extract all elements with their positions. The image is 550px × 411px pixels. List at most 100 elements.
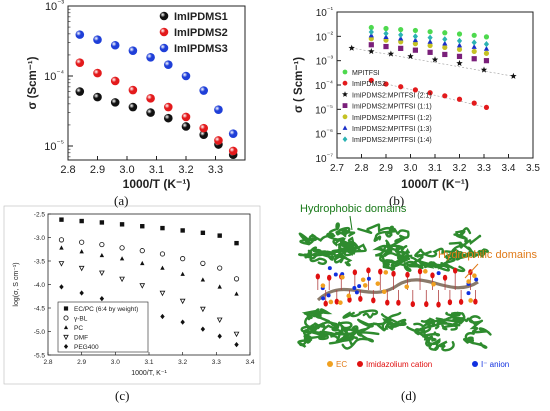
legend-label: ImIPDMS2:MPITFSI (1:2) <box>352 115 432 122</box>
data-point <box>442 93 448 99</box>
imidazolium-cation <box>334 298 339 305</box>
data-point <box>93 35 102 45</box>
data-point <box>110 98 120 107</box>
legend-marker <box>63 325 69 330</box>
iodide-anion <box>333 272 338 277</box>
hydrophilic-label: Hydrophilic domains <box>438 249 538 261</box>
panel-label-c: (c) <box>115 388 130 403</box>
data-point <box>180 228 185 233</box>
panel-label-d: (d) <box>401 388 417 403</box>
hydrophobic-chain <box>298 246 323 259</box>
data-point <box>442 40 448 46</box>
data-point <box>456 37 463 45</box>
data-point <box>59 245 64 250</box>
data-point <box>348 44 355 51</box>
imidazolium-cation <box>385 299 390 306</box>
data-point <box>214 136 223 145</box>
iodide-anion <box>474 277 479 282</box>
hydrophobic-chain <box>445 311 466 320</box>
data-point <box>199 130 208 140</box>
x-tick-label: 3.0 <box>119 164 134 176</box>
legend-marker <box>342 91 348 97</box>
x-tick-label: 2.8 <box>43 359 52 366</box>
data-point <box>398 45 404 51</box>
x-tick-label: 3.1 <box>144 359 153 366</box>
data-point <box>128 46 138 55</box>
iodide-anion <box>354 290 359 295</box>
imidazolium-cation <box>430 272 435 279</box>
y-tick-label: -3.5 <box>34 259 46 266</box>
imidazolium-cation <box>358 295 363 302</box>
x-tick-label: 2.7 <box>330 163 344 174</box>
imidazolium-cation <box>378 268 383 275</box>
legend-marker <box>159 43 169 53</box>
data-point <box>471 56 477 62</box>
data-point <box>387 50 395 57</box>
hydrophobic-chain <box>413 317 440 330</box>
data-point <box>75 87 85 96</box>
y-tick-label: 10⁻⁴ <box>315 78 333 92</box>
data-point <box>59 217 64 222</box>
data-point <box>228 146 238 156</box>
hydrophobic-domain-bottom <box>297 308 492 352</box>
data-point <box>217 284 222 289</box>
hydrophobic-chain <box>428 340 455 352</box>
x-tick-label: 3.2 <box>453 163 467 174</box>
hydrophobic-chain <box>430 256 456 272</box>
chart-b: 2.7 2.8 2.9 3.0 3.1 3.2 3.3 3.4 3.510⁻⁷10⁻⁶10⁻⁵1… <box>293 5 540 191</box>
x-axis-label: 1000/T, K⁻¹ <box>131 370 167 377</box>
y-axis-label: σ (Scm⁻¹) <box>27 56 39 109</box>
y-tick-label: 10⁻⁵ <box>315 102 333 116</box>
x-tick-label: 3.4 <box>502 163 516 174</box>
data-point <box>368 77 374 83</box>
hydrophobic-chain <box>301 308 333 320</box>
data-point <box>427 29 433 35</box>
data-point <box>181 112 191 122</box>
data-point <box>128 102 138 112</box>
data-point <box>427 49 433 55</box>
x-tick-label: 2.9 <box>77 359 86 366</box>
imidazolium-cation <box>410 301 415 308</box>
imidazolium-cation <box>424 301 429 308</box>
ec-molecule <box>472 273 477 278</box>
data-point <box>471 43 477 49</box>
data-point <box>456 42 463 48</box>
data-point <box>164 113 173 123</box>
hydrophilic-pointer <box>464 263 479 279</box>
data-point <box>442 36 448 43</box>
y-tick-label: 10⁻⁶ <box>315 127 333 141</box>
legend-label: PEG400 <box>74 344 99 351</box>
data-point <box>179 298 186 305</box>
data-point <box>483 40 490 48</box>
x-tick-label: 3.0 <box>404 163 418 174</box>
data-point <box>398 31 404 38</box>
legend-marker <box>159 11 169 21</box>
ec-molecule <box>346 293 352 299</box>
data-point <box>200 326 206 332</box>
x-tick-label: 2.8 <box>60 164 75 176</box>
data-point <box>78 265 85 272</box>
hydrophobic-chain <box>390 227 410 247</box>
data-point <box>79 249 84 254</box>
legend-label: ImIPDMS2:MPITFSI (1:3) <box>352 126 432 133</box>
hydrophobic-chain <box>318 250 353 267</box>
y-tick-label: 10⁻³ <box>45 0 64 13</box>
data-point <box>483 104 490 111</box>
data-point <box>181 122 191 131</box>
hydrophobic-chain <box>310 320 338 334</box>
imidazolium-cation <box>405 271 410 278</box>
data-point <box>140 260 145 266</box>
ec-molecule <box>320 283 326 288</box>
hydrophobic-chain <box>373 225 394 243</box>
chart-c: 2.8 2.9 3.0 3.1 3.2 3.3 3.4 -5.5 -5.0 -4.5 -4.0 -3.… <box>3 205 261 385</box>
imidazolium-cation <box>442 274 448 281</box>
data-point <box>471 32 477 38</box>
data-point <box>398 26 404 33</box>
data-point <box>383 25 389 32</box>
legend-label: ImIPDMS2:MPITFSI (2:1) <box>352 92 432 99</box>
data-point <box>456 53 463 59</box>
polymer-backbone <box>316 278 479 302</box>
hydrophobic-chain <box>342 309 379 319</box>
data-point <box>216 317 223 324</box>
hydrophobic-chain <box>459 248 489 259</box>
